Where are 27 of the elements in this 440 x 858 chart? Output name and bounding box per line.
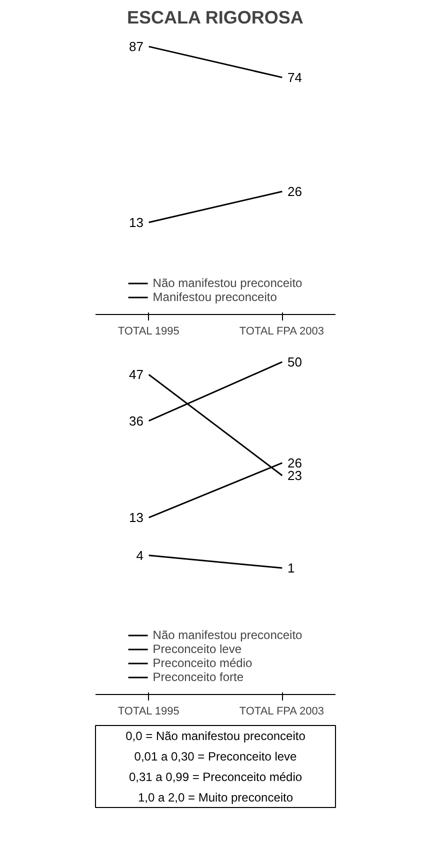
x-tick-label: TOTAL FPA 2003 bbox=[239, 326, 324, 338]
legend-label: Preconceito médio bbox=[152, 656, 252, 670]
text: 0,31 a 0,99 = Preconceito médio bbox=[128, 770, 302, 784]
legend-label: Não manifestou preconceito bbox=[152, 628, 302, 642]
data-label: 1 bbox=[288, 560, 295, 576]
text: 0,0 = Não manifestou preconceito bbox=[126, 728, 306, 743]
legend-label: Preconceito leve bbox=[152, 642, 242, 656]
x-tick-label: TOTAL 1995 bbox=[118, 326, 180, 338]
text: 1,0 a 2,0 = Muito preconceito bbox=[138, 790, 294, 804]
data-label: 4 bbox=[136, 548, 144, 563]
data-label: 47 bbox=[129, 367, 144, 382]
legend-label: Preconceito forte bbox=[152, 670, 244, 684]
x-tick-label: TOTAL 1995 bbox=[118, 706, 180, 718]
data-label: 23 bbox=[288, 468, 302, 484]
data-label: 26 bbox=[288, 455, 302, 470]
chart-title: ESCALA RIGOROSA bbox=[126, 8, 304, 28]
data-label: 13 bbox=[129, 214, 144, 230]
text: 0,01 a 0,30 = Preconceito leve bbox=[134, 749, 298, 764]
legend-label: Manifestou preconceito bbox=[152, 290, 277, 304]
data-label: 50 bbox=[288, 354, 302, 370]
data-label: 74 bbox=[288, 70, 302, 85]
x-tick-label: TOTAL FPA 2003 bbox=[239, 706, 324, 718]
legend-label: Não manifestou preconceito bbox=[152, 276, 302, 290]
data-label: 26 bbox=[288, 184, 302, 199]
data-label: 36 bbox=[129, 413, 144, 428]
data-label: 13 bbox=[129, 510, 144, 526]
data-label: 87 bbox=[129, 39, 144, 54]
